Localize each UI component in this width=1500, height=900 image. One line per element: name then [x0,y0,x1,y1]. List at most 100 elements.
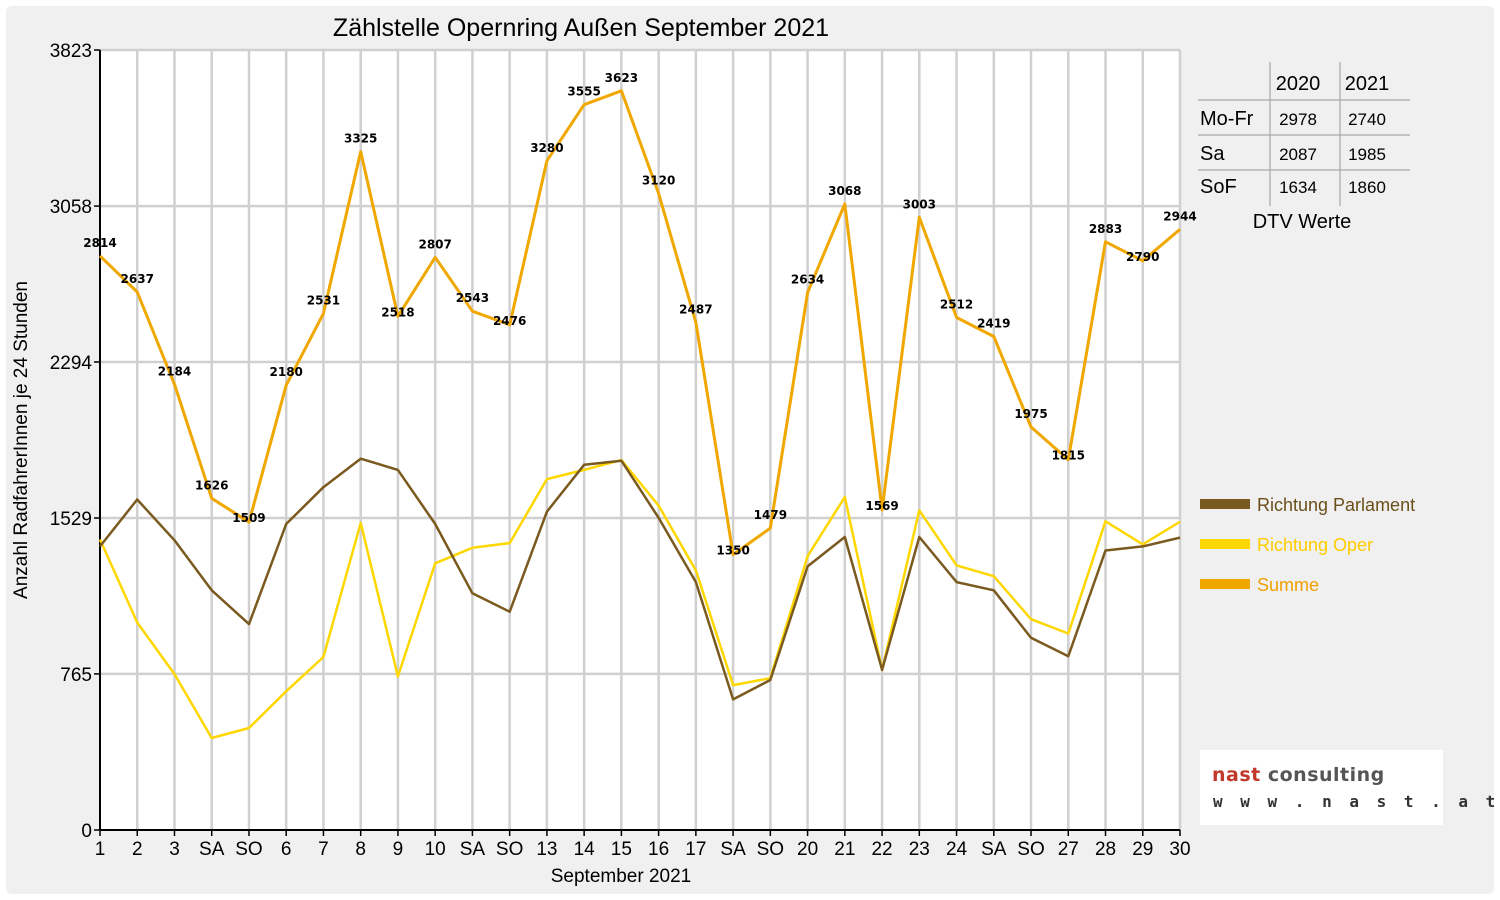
data-label: 2184 [158,364,191,378]
data-label: 3325 [344,132,377,146]
y-tick-label: 765 [60,665,92,686]
data-label: 3555 [567,85,600,99]
plot-area [100,50,1180,830]
data-label: 2531 [307,294,340,308]
series-line-summe [98,89,1181,557]
data-label: 2419 [977,316,1010,330]
table-cell: 1634 [1279,178,1317,197]
x-tick-label: 29 [1132,839,1153,860]
data-label: 3623 [605,71,638,85]
x-tick-label: 13 [536,839,557,860]
table-col-header: 2021 [1345,73,1390,95]
series-lines [98,89,1181,740]
x-tick-label: 8 [355,839,366,860]
data-label: 2518 [381,305,414,319]
x-tick-label: 1 [95,839,106,860]
series-line-richtung-parlament [99,457,1181,701]
y-axis-label: Anzahl RadfahrerInnen je 24 Stunden [11,281,32,599]
data-label: 2476 [493,314,526,328]
x-tick-label: 21 [834,839,855,860]
x-tick-label: SA [199,839,225,860]
x-tick-label: 9 [393,839,404,860]
x-tick-label: SA [460,839,486,860]
table-row-label: SoF [1200,176,1237,198]
y-tick-label: 3823 [50,41,92,62]
x-tick-label: 6 [281,839,292,860]
table-row-label: Sa [1200,143,1225,165]
x-tick-label: SA [981,839,1007,860]
x-tick-label: 3 [169,839,180,860]
table-cell: 1860 [1348,178,1386,197]
data-label: 1815 [1052,449,1085,463]
x-tick-label: 17 [685,839,706,860]
y-tick-label: 0 [81,821,92,842]
logo-wordmark: nast consulting [1212,764,1385,786]
logo-wordmark-part1: nast [1212,764,1261,786]
x-tick-label: 10 [425,839,446,860]
data-label: 2883 [1089,222,1122,236]
data-label: 2543 [456,291,489,305]
data-label: 1626 [195,478,228,492]
data-label: 2814 [83,236,116,250]
x-tick-label: 24 [946,839,968,860]
x-tick-label: 28 [1095,839,1116,860]
company-logo: nast consulting w w w . n a s t . a t [1200,750,1495,825]
logo-url: w w w . n a s t . a t [1213,792,1500,811]
data-label: 3068 [828,184,861,198]
x-tick-label: 7 [318,839,329,860]
data-label: 3003 [903,197,936,211]
table-cell: 1985 [1348,145,1386,164]
data-label: 2634 [791,273,824,287]
x-tick-label: SO [235,839,262,860]
table-cell: 2087 [1279,145,1317,164]
legend-label-parlament: Richtung Parlament [1257,495,1415,515]
x-tick-label: SO [1017,839,1044,860]
legend: Richtung Parlament Richtung Oper Summe [1200,495,1415,595]
table-cell: 2978 [1279,110,1317,129]
data-label: 2487 [679,303,712,317]
logo-wordmark-part2: consulting [1260,764,1385,786]
table-caption: DTV Werte [1253,211,1352,233]
x-tick-label: 2 [132,839,143,860]
dtv-table: 2020 2021 Mo-Fr 2978 2740 Sa 2087 1985 S… [1198,62,1410,233]
data-label: 3280 [530,141,563,155]
chart-title: Zählstelle Opernring Außen September 202… [333,14,829,42]
data-label: 1569 [865,499,898,513]
x-tick-label: 16 [648,839,669,860]
data-label: 2180 [270,365,303,379]
x-tick-label: 27 [1058,839,1079,860]
data-label: 1350 [716,544,749,558]
y-tick-label: 3058 [50,197,92,218]
legend-label-summe: Summe [1257,575,1319,595]
x-tick-label: 14 [574,839,596,860]
table-cell: 2740 [1348,110,1386,129]
table-row-label: Mo-Fr [1200,108,1254,130]
data-label: 1479 [754,508,787,522]
data-labels: 2814 2637 2184 1626 1509 2180 2531 3325 2518 2807… [83,71,1196,558]
legend-swatch-parlament [1200,499,1250,509]
data-label: 2790 [1126,250,1159,264]
data-label: 3120 [642,173,675,187]
data-label: 1975 [1014,407,1047,421]
x-tick-label: SO [496,839,523,860]
series-line-richtung-oper [98,458,1181,740]
legend-swatch-summe [1200,579,1250,589]
x-tick-label: 23 [909,839,930,860]
x-tick-label: 15 [611,839,632,860]
x-tick-label: SA [720,839,746,860]
x-tick-label: SO [757,839,784,860]
x-axis-label: September 2021 [551,866,692,887]
data-label: 1509 [232,511,265,525]
data-label: 2637 [121,272,154,286]
y-tick-label: 1529 [50,509,92,530]
data-label: 2512 [940,297,973,311]
table-col-header: 2020 [1276,73,1321,95]
x-tick-label: 22 [871,839,892,860]
data-label: 2807 [418,237,451,251]
x-tick-label: 30 [1169,839,1190,860]
y-tick-label: 2294 [50,353,93,374]
data-label: 2944 [1163,209,1196,223]
legend-label-oper: Richtung Oper [1257,535,1373,555]
